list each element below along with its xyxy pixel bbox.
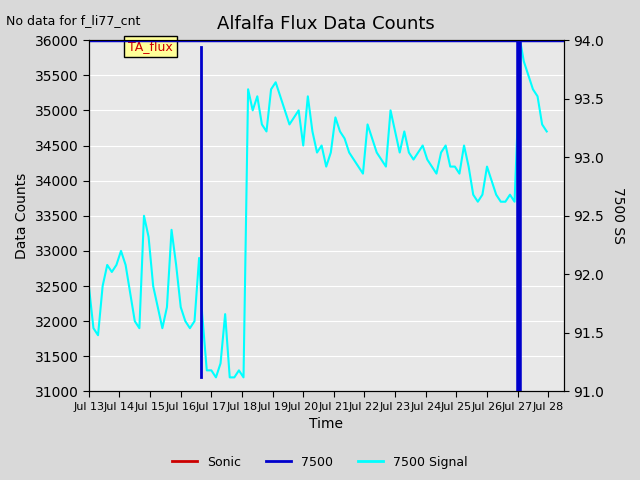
7500 Signal [85, 283, 93, 289]
7500 Signal [410, 156, 417, 162]
Y-axis label: Data Counts: Data Counts [15, 173, 29, 259]
Text: No data for f_li77_cnt: No data for f_li77_cnt [6, 14, 141, 27]
7500 Signal [212, 374, 220, 380]
7500 Signal [543, 129, 550, 134]
Legend: Sonic, 7500, 7500 Signal: Sonic, 7500, 7500 Signal [167, 451, 473, 474]
Title: Alfalfa Flux Data Counts: Alfalfa Flux Data Counts [218, 15, 435, 33]
7500 Signal [117, 248, 125, 254]
Line: 7500 Signal: 7500 Signal [89, 44, 547, 377]
7500 Signal [433, 171, 440, 177]
7500 Signal [198, 311, 206, 317]
7500 Signal [364, 121, 371, 127]
7500 Signal [517, 41, 525, 47]
X-axis label: Time: Time [309, 418, 343, 432]
7500 Signal [300, 143, 307, 148]
Text: TA_flux: TA_flux [128, 40, 173, 53]
Y-axis label: 7500 SS: 7500 SS [611, 187, 625, 244]
